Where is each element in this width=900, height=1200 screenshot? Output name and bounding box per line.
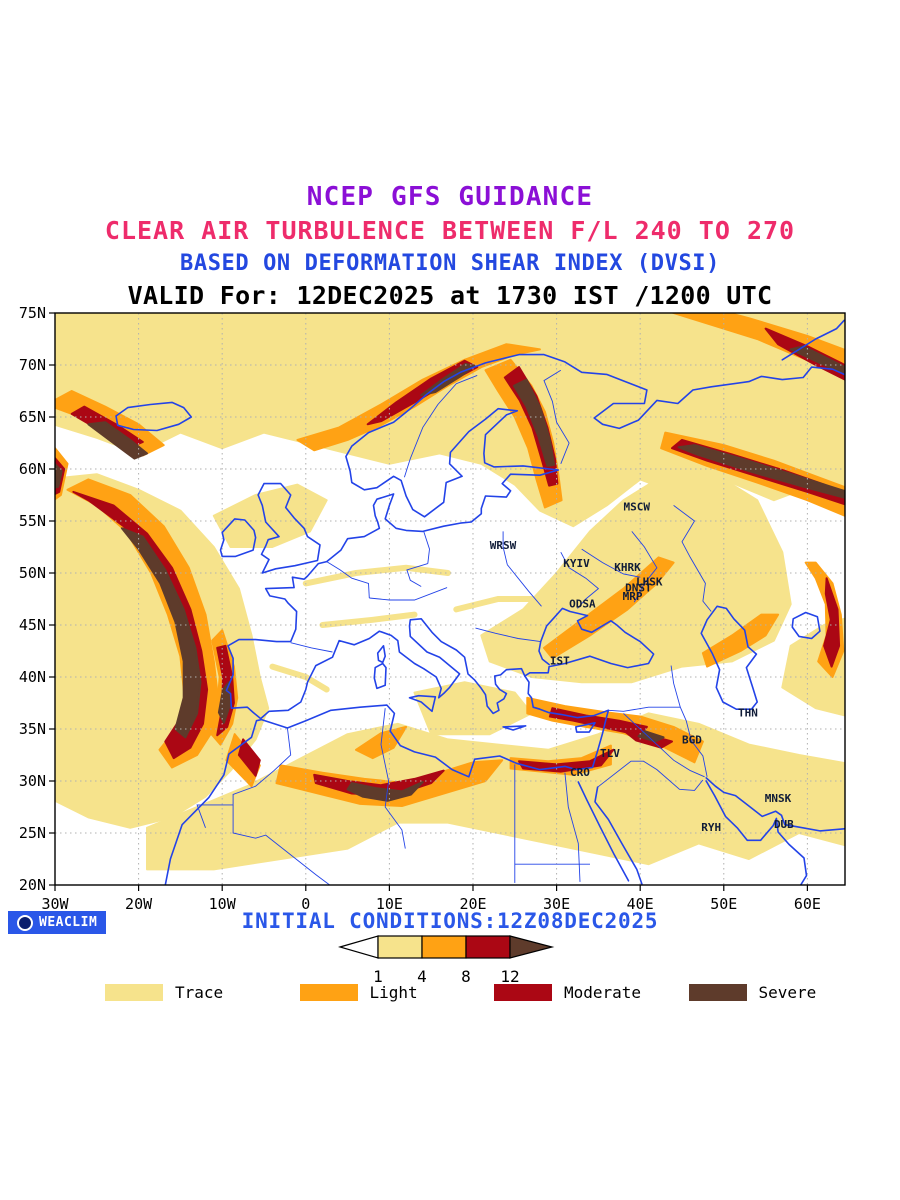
- x-axis-tick-label: 40E: [627, 895, 654, 913]
- legend-label-trace: Trace: [175, 983, 224, 1002]
- city-label: TLV: [600, 747, 620, 760]
- legend-swatch-severe: [688, 984, 747, 1001]
- coastline-layer: [115, 319, 845, 885]
- legend-label-severe: Severe: [758, 983, 817, 1002]
- y-axis-tick-label: 35N: [19, 720, 46, 738]
- city-label: KYIV: [563, 557, 590, 570]
- y-axis-tick-label: 30N: [19, 772, 46, 790]
- weaclim-logo-icon: [17, 914, 33, 931]
- x-axis-tick-label: 0: [301, 895, 310, 913]
- y-axis-tick-label: 50N: [19, 564, 46, 582]
- chart-title-valid-time: VALID For: 12DEC2025 at 1730 IST /1200 U…: [127, 281, 773, 310]
- x-axis-tick-label: 10W: [209, 895, 237, 913]
- colorbar-segment: [421, 935, 467, 959]
- legend-swatch-trace: [105, 984, 163, 1001]
- legend-swatch-moderate: [494, 984, 552, 1001]
- legend-label-light: Light: [369, 983, 418, 1002]
- city-label: ODSA: [569, 597, 596, 610]
- city-label: DNST: [625, 582, 652, 595]
- initial-conditions-text: INITIAL CONDITIONS:12Z08DEC2025: [241, 909, 659, 933]
- city-label: MNSK: [765, 792, 792, 805]
- y-axis-tick-label: 70N: [19, 356, 46, 374]
- legend-item-severe: Severe: [688, 983, 884, 1002]
- colorbar-right-arrow: [509, 935, 555, 959]
- turbulence-field-layer: [55, 313, 845, 871]
- legend-swatch-light: [299, 984, 358, 1001]
- colorbar-segment: [465, 935, 511, 959]
- colorbar-left-arrow: [338, 935, 379, 959]
- city-label: IST: [550, 655, 570, 668]
- colorbar-segment: [377, 935, 423, 959]
- y-axis-tick-label: 75N: [19, 304, 46, 322]
- x-axis-tick-label: 30E: [543, 895, 570, 913]
- city-label: KHRK: [614, 561, 641, 574]
- x-axis-tick-label: 30W: [41, 895, 69, 913]
- city-label: CRO: [570, 766, 590, 779]
- city-label: MSCW: [623, 501, 650, 514]
- legend-label-moderate: Moderate: [564, 983, 642, 1002]
- city-label: LHSK: [636, 575, 663, 588]
- chart-title-product: CLEAR AIR TURBULENCE BETWEEN F/L 240 TO …: [104, 216, 796, 245]
- x-axis-tick-label: 50E: [710, 895, 737, 913]
- y-axis-tick-label: 65N: [19, 408, 46, 426]
- chart-title-model: NCEP GFS GUIDANCE: [306, 182, 594, 212]
- city-label: MRP: [623, 590, 643, 603]
- y-axis-tick-label: 40N: [19, 668, 46, 686]
- city-label: BGD: [682, 734, 702, 747]
- city-label: RYH: [701, 821, 721, 834]
- y-axis-tick-label: 55N: [19, 512, 46, 530]
- y-axis-tick-label: 45N: [19, 616, 46, 634]
- city-label: DUB: [774, 818, 794, 831]
- colorbar-threshold-label: 4: [417, 967, 427, 986]
- chart-title-method: BASED ON DEFORMATION SHEAR INDEX (DVSI): [180, 251, 720, 276]
- legend-item-light: Light: [299, 983, 495, 1002]
- legend-item-trace: Trace: [105, 983, 300, 1002]
- city-label: THN: [738, 707, 758, 720]
- colorbar-threshold-label: 8: [461, 967, 471, 986]
- weaclim-logo: WEACLIM: [8, 911, 107, 934]
- x-axis-tick-label: 20E: [459, 895, 486, 913]
- turbulence-legend: Trace Light Moderate Severe: [105, 983, 883, 1002]
- x-axis-tick-label: 10E: [376, 895, 403, 913]
- x-axis-tick-label: 60E: [794, 895, 821, 913]
- y-axis-tick-label: 20N: [19, 876, 46, 894]
- x-axis-tick-label: 20W: [125, 895, 153, 913]
- y-axis-tick-label: 25N: [19, 824, 46, 842]
- weaclim-logo-text: WEACLIM: [39, 915, 98, 930]
- colorbar-threshold-label: 12: [500, 967, 519, 986]
- turbulence-colorbar: 1 4 8 12: [338, 935, 555, 986]
- y-axis-tick-label: 60N: [19, 460, 46, 478]
- colorbar-threshold-label: 1: [373, 967, 383, 986]
- legend-item-moderate: Moderate: [494, 983, 689, 1002]
- city-label: WRSW: [490, 539, 517, 552]
